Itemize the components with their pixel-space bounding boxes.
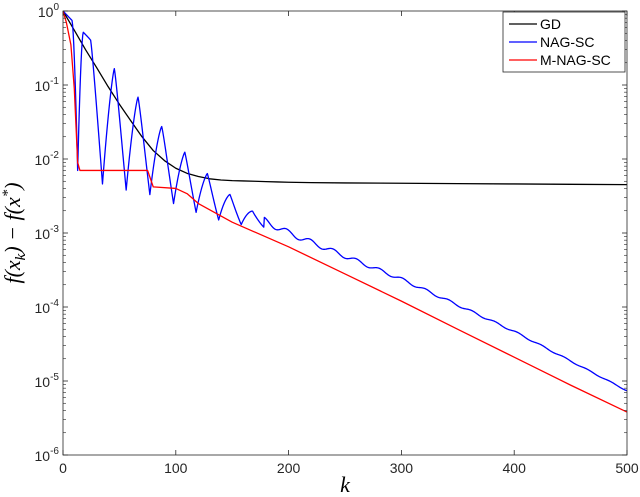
y-tick-label: 100	[38, 2, 60, 20]
plot-area	[63, 11, 627, 455]
y-tick-label: 10-5	[35, 372, 60, 390]
legend-label-nag-sc: NAG-SC	[540, 34, 594, 50]
x-tick-label: 200	[277, 460, 301, 476]
x-tick-label: 100	[164, 460, 188, 476]
legend: GD NAG-SC M-NAG-SC	[502, 11, 626, 73]
legend-label-gd: GD	[540, 16, 561, 32]
x-axis-ticks: 0 100 200 300 400 500	[59, 11, 639, 476]
y-tick-label: 10-1	[35, 76, 60, 94]
x-tick-label: 400	[503, 460, 527, 476]
y-tick-label: 10-3	[35, 224, 60, 242]
y-tick-label: 10-4	[35, 298, 60, 316]
x-tick-label: 0	[59, 460, 67, 476]
series-layer	[63, 11, 627, 413]
y-tick-label: 10-6	[35, 446, 60, 464]
x-tick-label: 500	[615, 460, 639, 476]
x-axis-label: k	[340, 472, 351, 497]
x-tick-label: 300	[390, 460, 414, 476]
y-axis-label: f(xk) − f(x*)	[0, 182, 29, 283]
legend-label-m-nag-sc: M-NAG-SC	[540, 52, 611, 68]
series-line-gd	[63, 11, 627, 186]
y-tick-label: 10-2	[35, 150, 60, 168]
series-line-nag-sc	[63, 11, 627, 392]
series-line-m-nag-sc	[63, 11, 627, 413]
